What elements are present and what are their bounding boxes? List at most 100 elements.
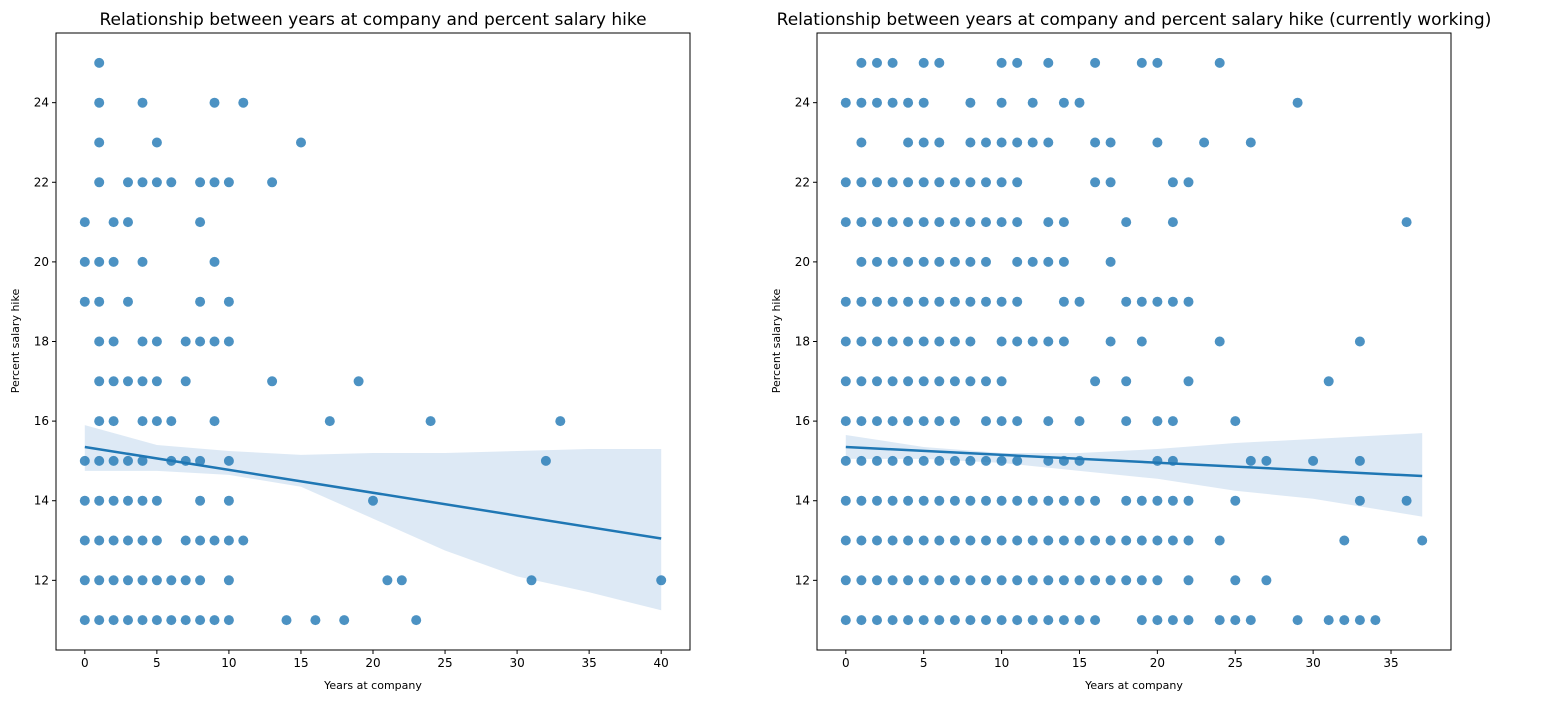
chart-left-data-point [526, 575, 537, 586]
chart-left-data-point [223, 336, 234, 347]
chart-left-data-point [94, 137, 105, 148]
chart-right-data-point [996, 416, 1007, 427]
chart-right-data-point [840, 495, 851, 506]
chart-left-data-point [94, 376, 105, 387]
chart-right-data-point [1058, 217, 1069, 228]
chart-right-data-point [996, 376, 1007, 387]
chart-left-data-point [79, 575, 90, 586]
chart-right-data-point [981, 535, 991, 546]
chart-right-data-point [887, 256, 898, 267]
chart-right-data-point [1214, 535, 1225, 546]
chart-right-data-point [872, 57, 882, 68]
chart-left-x-tick-label: 10 [221, 656, 236, 670]
chart-right-data-point [996, 97, 1007, 108]
chart-right-data-point [918, 256, 929, 267]
chart-left-x-tick-label: 15 [293, 656, 308, 670]
chart-right-data-point [1090, 535, 1101, 546]
chart-left-y-tick-label: 12 [34, 573, 49, 587]
chart-left-data-point [137, 615, 148, 626]
chart-right-data-point [856, 535, 867, 546]
chart-left-data-point [195, 615, 206, 626]
chart-right-data-point [1012, 57, 1023, 68]
chart-left-data-point [180, 376, 191, 387]
chart-right-data-point [965, 455, 976, 466]
chart-right-data-point [1136, 575, 1147, 586]
chart-right-data-point [1027, 336, 1038, 347]
chart-right-data-point [1105, 336, 1116, 347]
chart-right-data-point [965, 535, 976, 546]
chart-right-data-point [856, 217, 867, 228]
chart-right-data-point [1121, 217, 1132, 228]
chart-left-data-point [267, 376, 278, 387]
chart-right-data-point [903, 455, 914, 466]
chart-right-data-point [872, 535, 882, 546]
chart-left-data-point [108, 575, 119, 586]
chart-left-data-point [123, 177, 133, 188]
chart-left-data-point [137, 416, 148, 427]
chart-right-data-point [918, 296, 929, 307]
chart-right-data-point [1167, 217, 1178, 228]
chart-right-data-point [996, 57, 1007, 68]
chart-left-y-axis-label: Percent salary hike [9, 289, 22, 394]
chart-right-data-point [996, 535, 1007, 546]
chart-right-data-point [934, 336, 945, 347]
chart-right-data-point [934, 455, 945, 466]
chart-right-data-point [1043, 495, 1054, 506]
chart-right-data-point [1012, 296, 1023, 307]
chart-left-data-point [94, 615, 105, 626]
chart-right-data-point [1245, 137, 1256, 148]
chart-left-data-point [79, 217, 90, 228]
chart-left-data-point [79, 256, 90, 267]
chart-left-x-tick-label: 40 [654, 656, 669, 670]
chart-left-data-point [151, 495, 162, 506]
chart-left-x-tick-label: 35 [581, 656, 596, 670]
chart-left-data-point [94, 455, 105, 466]
chart-right-data-point [1136, 57, 1147, 68]
chart-left-data-point [123, 217, 133, 228]
chart-right-data-point [1043, 256, 1054, 267]
chart-left-data-point [94, 336, 105, 347]
chart-right-data-point [1152, 455, 1163, 466]
chart-left-y-tick-label: 20 [34, 255, 49, 269]
chart-right-data-point [1012, 535, 1023, 546]
chart-right-data-point [934, 416, 945, 427]
chart-left-data-point [296, 137, 306, 148]
chart-left-data-point [108, 336, 119, 347]
chart-right-data-point [1136, 535, 1147, 546]
chart-right-data-point [903, 256, 914, 267]
chart-right-data-point [965, 296, 976, 307]
chart-left-data-point [108, 615, 119, 626]
chart-right-data-point [981, 575, 991, 586]
chart-right-data-point [1058, 575, 1069, 586]
chart-left-data-point [180, 336, 191, 347]
chart-right-data-point [1152, 416, 1163, 427]
chart-left-data-point [94, 256, 105, 267]
chart-right-data-point [1245, 615, 1256, 626]
chart-left-data-point [137, 455, 148, 466]
chart-left-y-tick-label: 14 [34, 494, 49, 508]
chart-left-data-point [209, 177, 220, 188]
chart-right-data-point [965, 495, 976, 506]
chart-right-data-point [981, 455, 991, 466]
chart-right-x-tick-label: 25 [1228, 656, 1243, 670]
chart-right-data-point [1167, 495, 1178, 506]
chart-right-data-point [856, 495, 867, 506]
chart-right-data-point [872, 256, 882, 267]
chart-left-data-point [151, 575, 162, 586]
chart-right-data-point [934, 177, 945, 188]
chart-left-data-point [151, 376, 162, 387]
chart-right-data-point [918, 336, 929, 347]
chart-right-y-tick-label: 22 [795, 175, 810, 189]
chart-right-data-point [1027, 256, 1038, 267]
chart-right-data-point [1292, 615, 1303, 626]
chart-right-data-point [1370, 615, 1381, 626]
chart-left-data-point [166, 416, 177, 427]
chart-right-data-point [949, 177, 960, 188]
chart-right-data-point [1027, 137, 1038, 148]
chart-right-y-axis-label: Percent salary hike [770, 289, 783, 394]
chart-right-data-point [996, 217, 1007, 228]
chart-right-data-point [1230, 495, 1241, 506]
chart-left-data-point [123, 615, 133, 626]
chart-right-ci-band [845, 433, 1423, 517]
chart-right-data-point [1058, 336, 1069, 347]
